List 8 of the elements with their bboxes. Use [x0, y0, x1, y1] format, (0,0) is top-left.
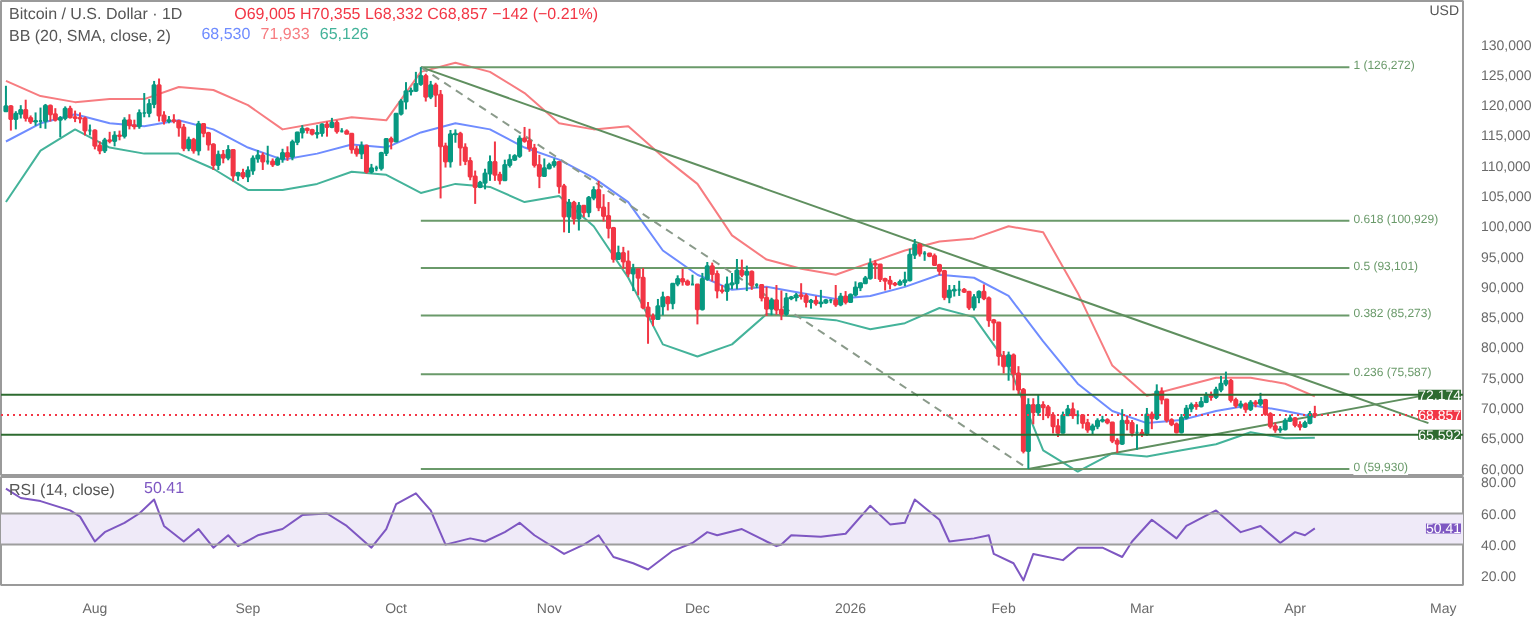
annotation: O69,005 H70,355 L68,332 C68,857 −142 (−0.21%)	[234, 5, 599, 23]
annotation: 65,126	[319, 25, 370, 43]
chart-title: Bitcoin / U.S. Dollar · 1D	[9, 5, 183, 23]
annotation: 50.41	[144, 479, 186, 497]
annotation: 68,530	[201, 25, 252, 43]
annotation: 71,933	[260, 25, 311, 43]
text: BB (20, SMA, close, 2)	[9, 27, 172, 45]
chart-title: RSI (14, close)	[9, 481, 116, 499]
